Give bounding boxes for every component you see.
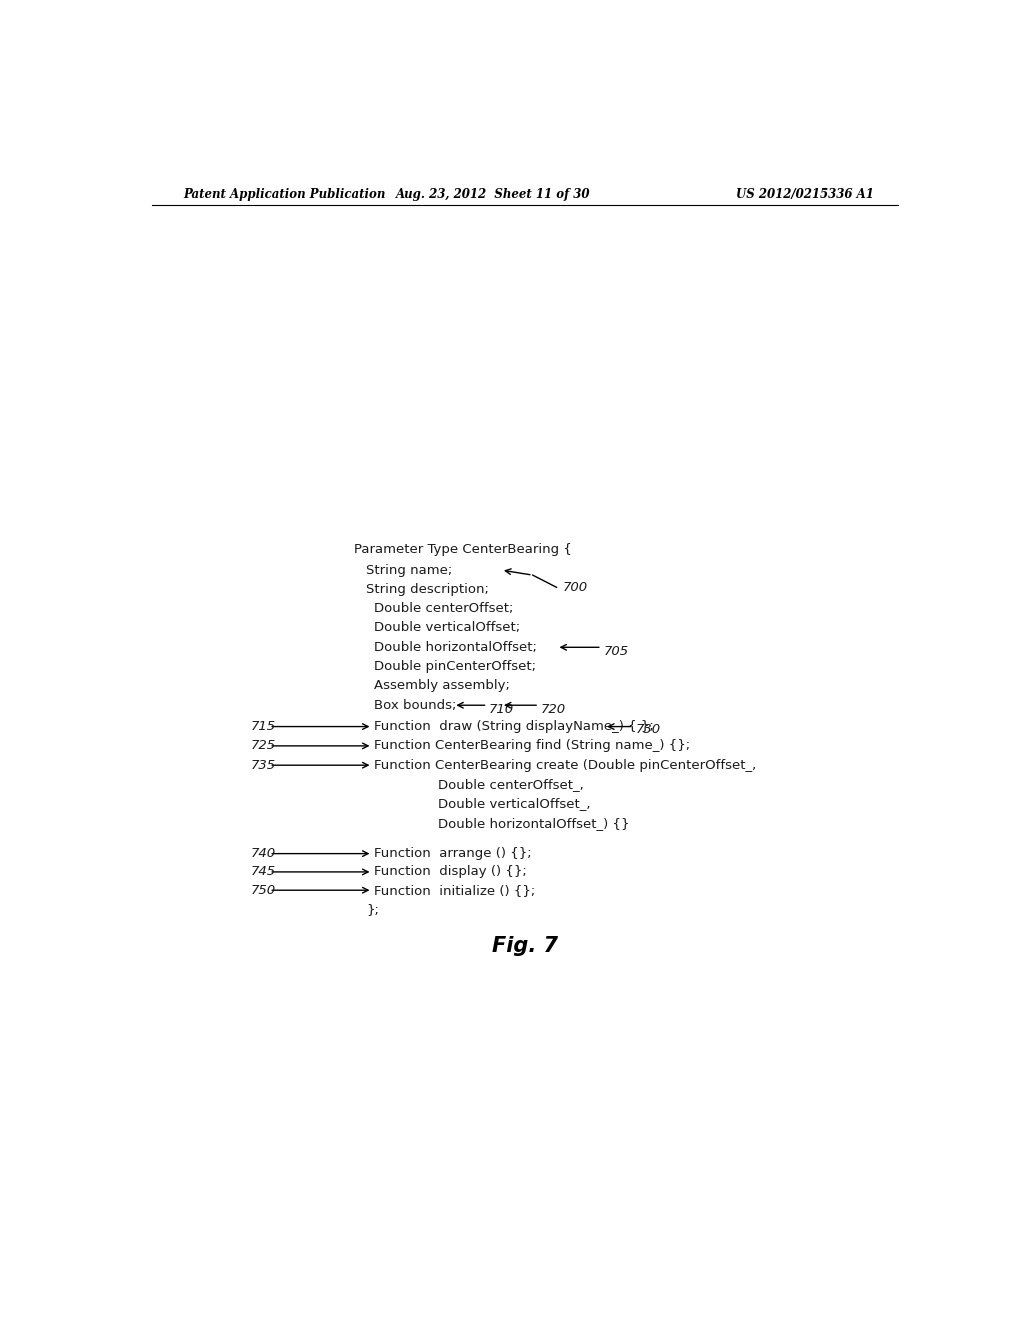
Text: Double pinCenterOffset;: Double pinCenterOffset; xyxy=(374,660,536,673)
Text: Parameter Type CenterBearing {: Parameter Type CenterBearing { xyxy=(354,544,572,556)
Text: Function CenterBearing find (String name_) {};: Function CenterBearing find (String name… xyxy=(374,739,690,752)
Text: 720: 720 xyxy=(541,702,566,715)
Text: Patent Application Publication: Patent Application Publication xyxy=(183,189,386,202)
Text: Fig. 7: Fig. 7 xyxy=(492,936,558,956)
Text: Function  display () {};: Function display () {}; xyxy=(374,866,526,878)
Text: Function CenterBearing create (Double pinCenterOffset_,: Function CenterBearing create (Double pi… xyxy=(374,759,757,772)
Text: US 2012/0215336 A1: US 2012/0215336 A1 xyxy=(736,189,873,202)
Text: Function  initialize () {};: Function initialize () {}; xyxy=(374,883,536,896)
Text: Double centerOffset;: Double centerOffset; xyxy=(374,602,513,615)
Text: 730: 730 xyxy=(636,723,662,737)
Text: Function  arrange () {};: Function arrange () {}; xyxy=(374,847,531,861)
Text: Double verticalOffset;: Double verticalOffset; xyxy=(374,622,520,635)
Text: Double centerOffset_,: Double centerOffset_, xyxy=(437,777,584,791)
Text: Double verticalOffset_,: Double verticalOffset_, xyxy=(437,797,590,810)
Text: Box bounds;: Box bounds; xyxy=(374,698,457,711)
Text: 725: 725 xyxy=(251,739,276,752)
Text: Function  draw (String displayName_) { };: Function draw (String displayName_) { }; xyxy=(374,721,653,733)
Text: 735: 735 xyxy=(251,759,276,772)
Text: 740: 740 xyxy=(251,847,276,861)
Text: Double horizontalOffset_) {}: Double horizontalOffset_) {} xyxy=(437,817,629,830)
Text: Assembly assembly;: Assembly assembly; xyxy=(374,680,510,693)
Text: };: }; xyxy=(367,903,379,916)
Text: 715: 715 xyxy=(251,721,276,733)
Text: 700: 700 xyxy=(563,581,588,594)
Text: 710: 710 xyxy=(489,702,514,715)
Text: 750: 750 xyxy=(251,883,276,896)
Text: 705: 705 xyxy=(604,645,630,657)
Text: 745: 745 xyxy=(251,866,276,878)
Text: String name;: String name; xyxy=(367,564,453,577)
Text: String description;: String description; xyxy=(367,583,488,595)
Text: Aug. 23, 2012  Sheet 11 of 30: Aug. 23, 2012 Sheet 11 of 30 xyxy=(396,189,590,202)
Text: Double horizontalOffset;: Double horizontalOffset; xyxy=(374,640,537,653)
